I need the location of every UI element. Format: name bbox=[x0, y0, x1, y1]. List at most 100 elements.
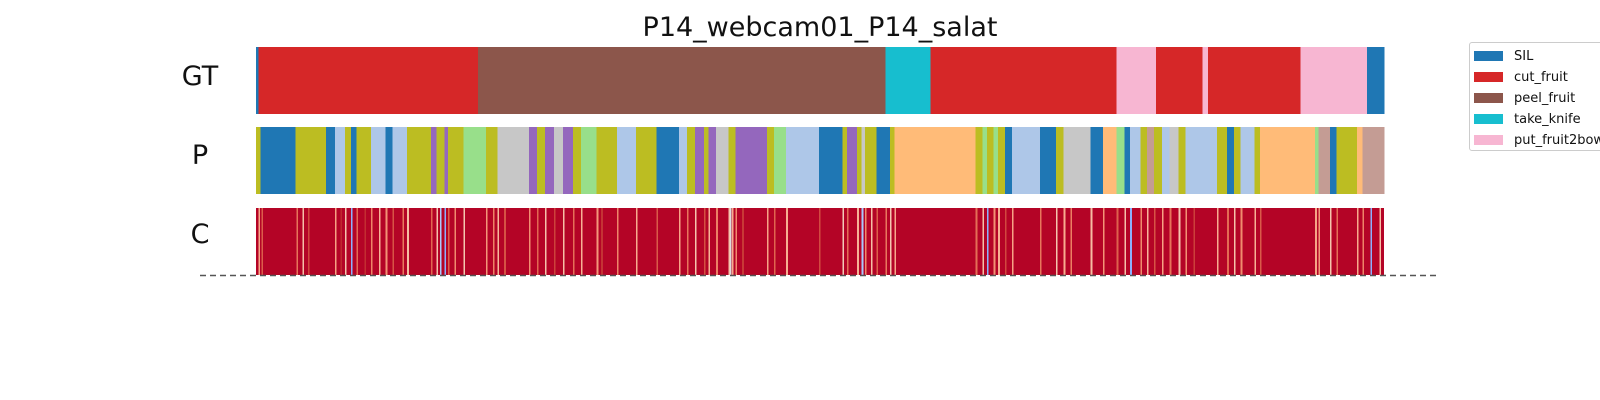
confidence-stripe-102 bbox=[1370, 208, 1373, 275]
segment-p-15 bbox=[444, 127, 449, 194]
confidence-stripe-50 bbox=[735, 208, 737, 275]
confidence-stripe-43 bbox=[694, 208, 697, 275]
confidence-stripe-62 bbox=[876, 208, 878, 275]
segment-gt-3 bbox=[885, 47, 932, 114]
confidence-stripe-85 bbox=[1161, 208, 1164, 275]
legend-swatch-sil bbox=[1474, 51, 1503, 61]
segment-p-35 bbox=[703, 127, 709, 194]
confidence-stripe-65 bbox=[894, 208, 897, 275]
chart-title: P14_webcam01_P14_salat bbox=[642, 12, 998, 43]
confidence-stripe-8 bbox=[345, 208, 347, 275]
confidence-stripe-60 bbox=[865, 208, 867, 275]
confidence-stripe-66 bbox=[975, 208, 978, 275]
confidence-stripe-99 bbox=[1336, 208, 1339, 275]
segment-p-34 bbox=[694, 127, 705, 194]
confidence-stripe-38 bbox=[616, 208, 619, 275]
confidence-stripe-93 bbox=[1240, 208, 1243, 275]
segment-p-22 bbox=[544, 127, 555, 194]
segment-gt-1 bbox=[258, 47, 479, 114]
confidence-stripe-53 bbox=[773, 208, 776, 275]
confidence-stripe-84 bbox=[1153, 208, 1156, 275]
segment-p-83 bbox=[1329, 127, 1338, 194]
segment-p-20 bbox=[528, 127, 538, 194]
confidence-stripe-45 bbox=[708, 208, 710, 275]
segment-p-50 bbox=[889, 127, 895, 194]
confidence-stripe-37 bbox=[601, 208, 603, 275]
segment-p-30 bbox=[636, 127, 657, 194]
confidence-stripe-83 bbox=[1147, 208, 1149, 275]
confidence-stripe-14 bbox=[385, 208, 388, 275]
confidence-stripe-36 bbox=[596, 208, 599, 275]
segment-p-26 bbox=[580, 127, 598, 194]
confidence-stripe-20 bbox=[439, 208, 442, 275]
confidence-stripe-18 bbox=[430, 208, 433, 275]
confidence-stripe-46 bbox=[716, 208, 718, 275]
confidence-stripe-9 bbox=[350, 208, 353, 275]
confidence-stripe-61 bbox=[870, 208, 873, 275]
confidence-stripe-88 bbox=[1185, 208, 1188, 275]
confidence-stripe-96 bbox=[1315, 208, 1317, 275]
legend-item-sil: SIL bbox=[1474, 46, 1533, 66]
confidence-stripe-29 bbox=[528, 208, 531, 275]
segment-p-72 bbox=[1178, 127, 1186, 194]
confidence-stripe-25 bbox=[486, 208, 488, 275]
segment-p-17 bbox=[463, 127, 487, 194]
segment-p-4 bbox=[325, 127, 336, 194]
segment-gt-2 bbox=[478, 47, 886, 114]
confidence-stripe-28 bbox=[504, 208, 506, 275]
legend-item-take-knife: take_knife bbox=[1474, 109, 1581, 129]
segment-p-71 bbox=[1169, 127, 1180, 194]
confidence-stripe-86 bbox=[1169, 208, 1172, 275]
segment-p-19 bbox=[497, 127, 530, 194]
legend-swatch-put-fruit2bowl bbox=[1474, 135, 1503, 145]
segment-p-48 bbox=[865, 127, 877, 194]
row-label-gt: GT bbox=[181, 61, 219, 92]
segment-p-60 bbox=[1055, 127, 1065, 194]
segment-p-47 bbox=[861, 127, 866, 194]
confidence-stripe-11 bbox=[364, 208, 366, 275]
confidence-stripe-71 bbox=[1004, 208, 1007, 275]
segment-gt-4 bbox=[930, 47, 1118, 114]
confidence-stripe-95 bbox=[1259, 208, 1262, 275]
confidence-stripe-48 bbox=[729, 208, 732, 275]
segment-p-5 bbox=[334, 127, 346, 194]
segment-p-80 bbox=[1259, 127, 1316, 194]
confidence-stripe-33 bbox=[562, 208, 565, 275]
confidence-stripe-67 bbox=[982, 208, 985, 275]
segment-p-36 bbox=[708, 127, 717, 194]
segment-p-0 bbox=[256, 127, 262, 194]
confidence-stripe-21 bbox=[444, 208, 446, 275]
confidence-stripe-44 bbox=[703, 208, 706, 275]
confidence-stripe-72 bbox=[1011, 208, 1014, 275]
segment-p-85 bbox=[1356, 127, 1364, 194]
segment-p-13 bbox=[430, 127, 437, 194]
segment-p-78 bbox=[1240, 127, 1255, 194]
confidence-stripe-13 bbox=[378, 208, 381, 275]
confidence-stripe-80 bbox=[1124, 208, 1127, 275]
segment-p-76 bbox=[1227, 127, 1235, 194]
legend-label-peel-fruit: peel_fruit bbox=[1514, 90, 1576, 106]
confidence-stripe-55 bbox=[818, 208, 821, 275]
confidence-stripe-5 bbox=[325, 208, 328, 275]
segment-p-82 bbox=[1318, 127, 1331, 194]
confidence-stripe-15 bbox=[392, 208, 395, 275]
segment-gt-9 bbox=[1300, 47, 1368, 114]
confidence-stripe-75 bbox=[1063, 208, 1066, 275]
confidence-stripe-31 bbox=[544, 208, 547, 275]
confidence-stripe-81 bbox=[1130, 208, 1132, 275]
confidence-stripe-74 bbox=[1055, 208, 1058, 275]
confidence-stripe-78 bbox=[1103, 208, 1105, 275]
confidence-stripe-39 bbox=[636, 208, 638, 275]
segment-p-9 bbox=[371, 127, 387, 194]
legend-item-peel-fruit: peel_fruit bbox=[1474, 88, 1575, 108]
segment-p-51 bbox=[894, 127, 977, 194]
legend-label-cut-fruit: cut_fruit bbox=[1514, 69, 1568, 85]
segment-p-32 bbox=[679, 127, 688, 194]
segment-p-14 bbox=[436, 127, 445, 194]
confidence-stripe-10 bbox=[356, 208, 358, 275]
segment-p-42 bbox=[786, 127, 820, 194]
segment-p-28 bbox=[601, 127, 618, 194]
confidence-stripe-64 bbox=[889, 208, 892, 275]
